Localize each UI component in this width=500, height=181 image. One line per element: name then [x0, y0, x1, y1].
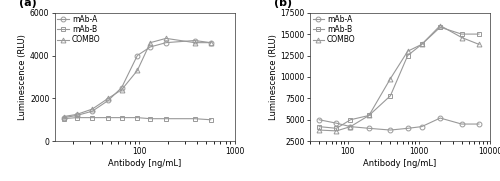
mAb-B [148, 118, 154, 120]
Line: mAb-A: mAb-A [61, 38, 213, 120]
mAb-A [192, 39, 198, 42]
mAb-A [458, 123, 464, 125]
mAb-A [60, 117, 66, 119]
COMBO [348, 126, 354, 128]
Legend: mAb-A, mAb-B, COMBO: mAb-A, mAb-B, COMBO [312, 14, 356, 45]
mAb-A [334, 122, 340, 124]
mAb-B [348, 119, 354, 121]
mAb-A [476, 123, 482, 125]
mAb-A [437, 117, 443, 119]
mAb-A [90, 110, 96, 112]
Line: mAb-B: mAb-B [61, 115, 213, 122]
mAb-A [163, 42, 169, 44]
mAb-B [418, 43, 424, 45]
COMBO [316, 129, 322, 131]
Line: COMBO: COMBO [316, 23, 482, 133]
COMBO [134, 69, 140, 71]
COMBO [418, 43, 424, 45]
mAb-B [366, 114, 372, 117]
COMBO [60, 115, 66, 118]
mAb-A [134, 54, 140, 57]
Text: (b): (b) [274, 0, 292, 8]
COMBO [388, 77, 394, 80]
mAb-A [348, 126, 354, 128]
mAb-A [148, 46, 154, 48]
Legend: mAb-A, mAb-B, COMBO: mAb-A, mAb-B, COMBO [56, 14, 101, 45]
mAb-A [366, 127, 372, 129]
mAb-B [388, 95, 394, 97]
mAb-A [388, 129, 394, 131]
mAb-A [404, 127, 410, 129]
COMBO [192, 42, 198, 44]
mAb-B [60, 118, 66, 120]
COMBO [105, 97, 111, 99]
COMBO [437, 24, 443, 27]
mAb-B [404, 54, 410, 57]
mAb-B [437, 26, 443, 28]
mAb-B [134, 117, 140, 119]
COMBO [74, 113, 80, 115]
Y-axis label: Luminescence (RLU): Luminescence (RLU) [18, 34, 27, 120]
COMBO [90, 108, 96, 110]
mAb-A [316, 119, 322, 121]
mAb-B [105, 117, 111, 119]
mAb-A [208, 42, 214, 44]
mAb-B [118, 117, 124, 119]
COMBO [366, 114, 372, 117]
mAb-B [458, 33, 464, 35]
COMBO [404, 50, 410, 52]
mAb-A [418, 126, 424, 128]
mAb-A [118, 87, 124, 89]
COMBO [148, 42, 154, 44]
mAb-B [476, 33, 482, 35]
mAb-B [316, 126, 322, 128]
Line: COMBO: COMBO [61, 36, 213, 119]
COMBO [476, 43, 482, 45]
mAb-A [105, 99, 111, 102]
COMBO [208, 42, 214, 44]
mAb-A [74, 114, 80, 117]
mAb-B [334, 127, 340, 129]
COMBO [334, 130, 340, 132]
Text: (a): (a) [19, 0, 37, 8]
mAb-B [74, 117, 80, 119]
mAb-B [192, 118, 198, 120]
Y-axis label: Luminescence (RLU): Luminescence (RLU) [268, 34, 278, 120]
Line: mAb-B: mAb-B [316, 25, 482, 131]
Line: mAb-A: mAb-A [316, 116, 482, 132]
mAb-B [163, 118, 169, 120]
COMBO [163, 37, 169, 39]
mAb-B [90, 117, 96, 119]
X-axis label: Antibody [ng/mL]: Antibody [ng/mL] [108, 159, 182, 167]
mAb-B [208, 119, 214, 121]
X-axis label: Antibody [ng/mL]: Antibody [ng/mL] [364, 159, 436, 167]
COMBO [118, 89, 124, 91]
COMBO [458, 36, 464, 39]
